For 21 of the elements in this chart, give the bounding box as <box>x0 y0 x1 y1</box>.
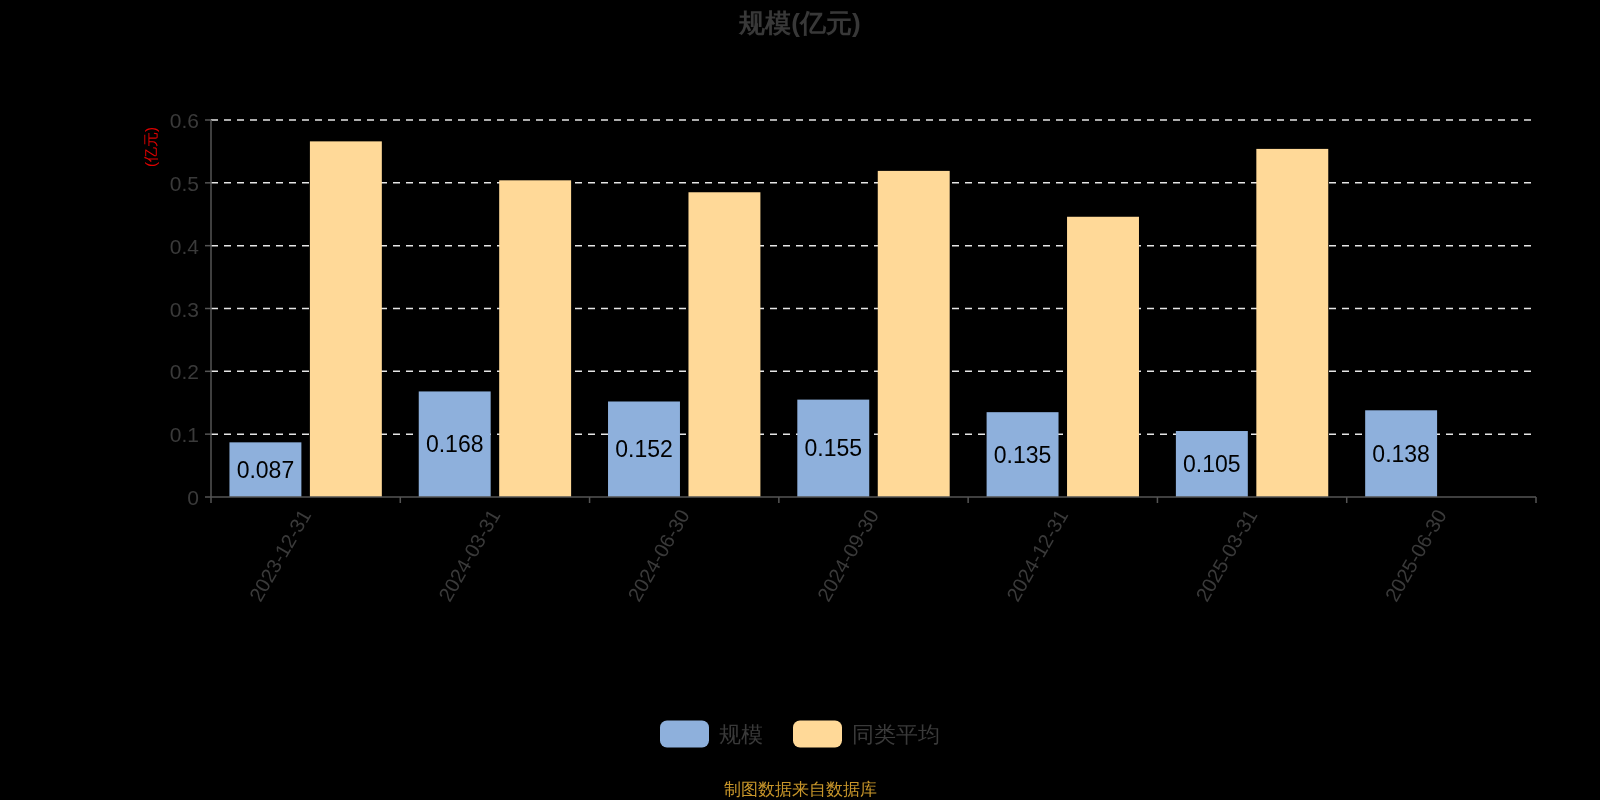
value-label: 0.168 <box>425 431 484 458</box>
legend-label: 同类平均 <box>852 721 940 747</box>
value-label: 0.087 <box>236 456 295 483</box>
annotation: 制图数据来自数据库 <box>723 779 877 799</box>
value-label: 0.152 <box>615 436 673 463</box>
value-label: 0.105 <box>1183 451 1241 477</box>
value-label: 0.138 <box>1372 440 1430 467</box>
ytick-label: 0.6 <box>169 108 199 132</box>
legend-item: 规模 <box>660 720 763 748</box>
legend-label: 规模 <box>719 721 763 747</box>
ylabel: (亿元) <box>141 127 159 167</box>
ytick-label: 0.3 <box>169 297 199 320</box>
ytick-label: 0.5 <box>169 171 199 195</box>
title: 规模(亿元) <box>739 8 861 38</box>
ytick-label: 0 <box>187 485 199 509</box>
legend-item: 同类平均 <box>793 720 940 748</box>
ytick-label: 0.2 <box>169 359 199 383</box>
ytick-label: 0.1 <box>169 422 199 446</box>
value-label: 0.155 <box>804 435 863 462</box>
ytick-label: 0.4 <box>169 234 199 258</box>
value-label: 0.135 <box>993 441 1052 468</box>
